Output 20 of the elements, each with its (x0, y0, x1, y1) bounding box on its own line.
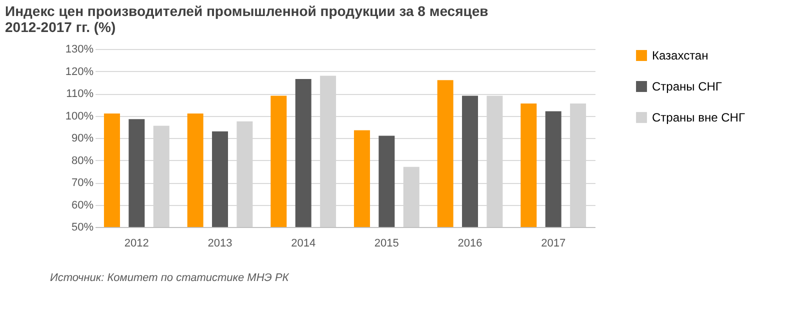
y-tick-label: 70% (71, 177, 94, 189)
y-tick-label: 90% (71, 132, 94, 144)
legend-label: Казахстан (652, 48, 708, 62)
legend-label: Страны СНГ (652, 80, 722, 94)
legend-label: Страны вне СНГ (652, 110, 746, 124)
x-tick-label: 2012 (124, 238, 149, 250)
x-tick-label: 2017 (541, 238, 566, 250)
y-tick-label: 130% (65, 44, 94, 56)
y-tick-label: 60% (71, 199, 94, 212)
x-tick-label: 2014 (291, 238, 316, 250)
y-tick-label: 100% (65, 110, 94, 122)
y-tick-label: 80% (71, 154, 94, 167)
x-tick-label: 2013 (208, 238, 232, 250)
text: Источник: Комитет по статистике МНЭ РК (50, 272, 290, 284)
y-tick-label: 50% (71, 222, 94, 234)
x-tick-label: 2016 (458, 238, 482, 250)
x-tick-label: 2015 (374, 238, 399, 250)
y-tick-label: 120% (65, 66, 94, 78)
y-tick-label: 110% (66, 88, 94, 100)
chart-title: Индекс цен производителей промышленной продукции за 8 месяцев 2012-2017 гг. (%) (5, 3, 489, 35)
